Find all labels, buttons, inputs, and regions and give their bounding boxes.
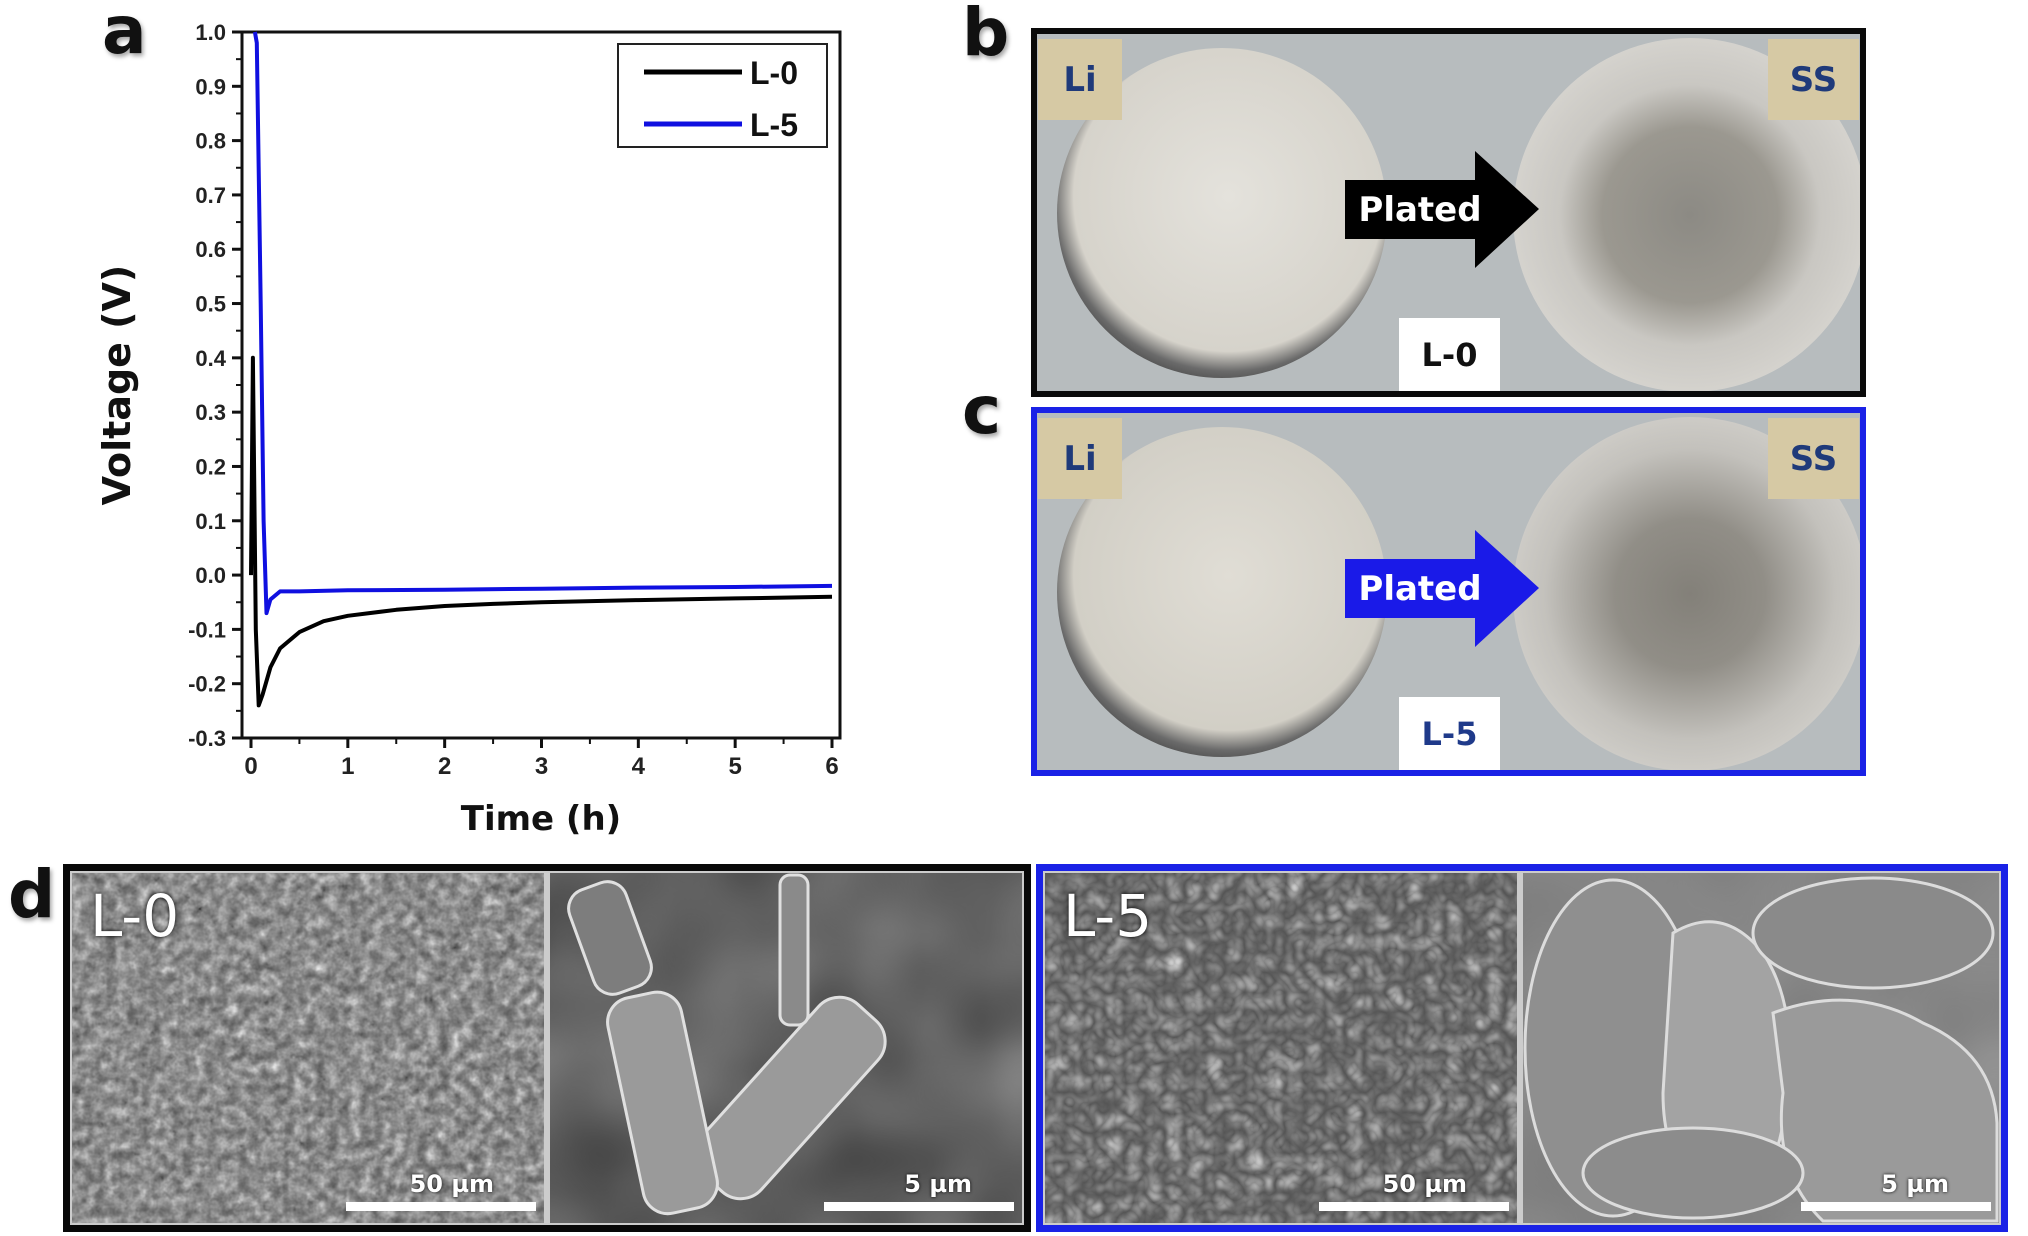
y-tick-label: -0.3 [188, 726, 226, 751]
scale-bar [346, 1202, 536, 1211]
sample-label: L-0 [1399, 318, 1500, 391]
sem-image-low-mag: L-5 50 µm [1045, 873, 1517, 1223]
legend-label: L-0 [750, 55, 798, 91]
y-tick-label: -0.2 [188, 672, 226, 697]
x-tick-label: 1 [341, 753, 354, 780]
y-tick-label: 0.6 [195, 237, 226, 262]
sem-image-low-mag: L-0 50 µm [72, 873, 544, 1223]
y-tick-label: -0.1 [188, 617, 226, 642]
voltage-time-chart: -0.3 -0.2 -0.1 0.0 0.1 0.2 0.3 0.4 0.5 0.6 0.7 0.8 0… [95, 20, 842, 839]
x-axis-label: Time (h) [461, 799, 621, 839]
li-tag: Li [1038, 39, 1122, 120]
sem-image-high-mag: 5 µm [1523, 873, 1999, 1223]
y-tick-label: 0.0 [195, 563, 226, 588]
x-tick-label: 0 [244, 753, 257, 780]
scale-bar-label: 50 µm [1382, 1169, 1467, 1198]
x-tick-label: 2 [438, 753, 451, 780]
panel-label-b: b [962, 0, 1010, 71]
scale-bar [1801, 1202, 1991, 1211]
sem-sample-label: L-5 [1063, 882, 1153, 950]
series-line-L-0 [249, 355, 833, 708]
y-axis-label: Voltage (V) [95, 265, 139, 506]
plated-arrow: Plated [1345, 530, 1539, 647]
sem-panel-l0: L-0 50 µm 5 µm [63, 864, 1031, 1232]
y-tick-label: 0.7 [195, 183, 226, 208]
y-tick-label: 0.3 [195, 400, 226, 425]
y-tick-label: 0.5 [195, 292, 226, 317]
sem-panel-l5: L-5 50 µm 5 µm [1036, 864, 2008, 1232]
scale-bar-label: 5 µm [904, 1169, 972, 1198]
x-tick-label: 4 [632, 753, 646, 780]
x-tick-label: 6 [825, 753, 838, 780]
x-tick-label: 5 [728, 753, 741, 780]
photo-panel-l5: Li SS Plated L-5 [1031, 407, 1866, 776]
sem-sample-label: L-0 [90, 882, 180, 950]
scale-bar [824, 1202, 1014, 1211]
plated-label: Plated [1358, 568, 1482, 609]
arrow-icon [1345, 151, 1539, 268]
y-tick-label: 1.0 [195, 20, 226, 45]
arrow-icon [1345, 530, 1539, 647]
y-tick-label: 0.4 [195, 346, 226, 371]
scale-bar-label: 50 µm [409, 1169, 494, 1198]
legend-box [617, 43, 828, 148]
series-line-L-5 [252, 31, 833, 616]
y-tick-label: 0.8 [195, 129, 226, 154]
ss-tag: SS [1768, 418, 1859, 499]
panel-label-c: c [962, 372, 1002, 449]
plated-arrow: Plated [1345, 151, 1539, 268]
sem-image-high-mag: 5 µm [550, 873, 1022, 1223]
plated-label: Plated [1358, 189, 1482, 230]
li-tag: Li [1038, 418, 1122, 499]
scale-bar-label: 5 µm [1881, 1169, 1949, 1198]
y-tick-label: 0.1 [195, 509, 226, 534]
panel-label-a: a [102, 0, 147, 69]
legend-label: L-5 [750, 107, 798, 143]
panel-label-d: d [8, 856, 56, 933]
scale-bar [1319, 1202, 1509, 1211]
ss-tag: SS [1768, 39, 1859, 120]
photo-panel-l0: Li SS Plated L-0 [1031, 28, 1866, 397]
x-tick-label: 3 [535, 753, 548, 780]
y-tick-label: 0.2 [195, 454, 226, 479]
y-tick-label: 0.9 [195, 74, 226, 99]
sample-label: L-5 [1399, 697, 1500, 770]
